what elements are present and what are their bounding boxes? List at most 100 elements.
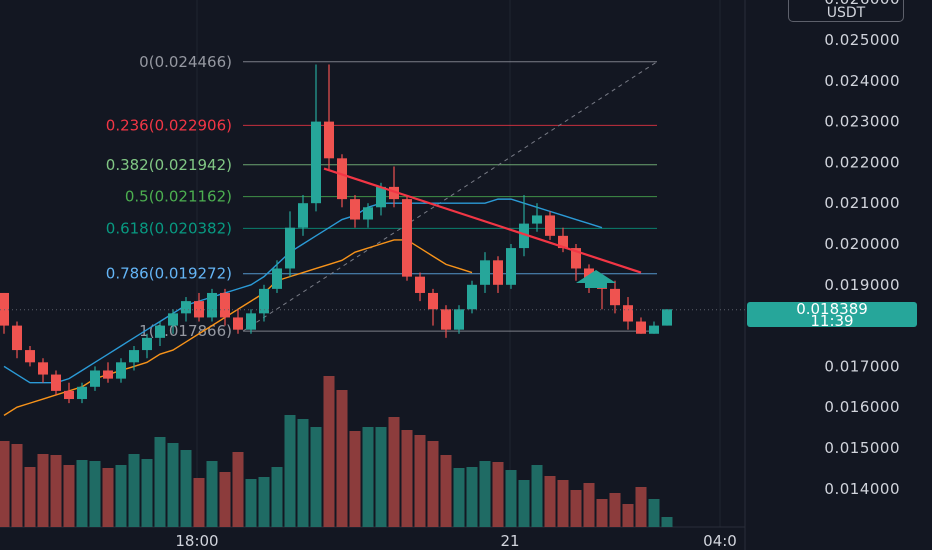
candle-body [233,317,243,330]
volume-bar [362,427,374,527]
volume-bar [336,390,348,527]
candle-body [285,227,295,269]
candle-body [350,199,360,220]
candle-body [272,268,282,289]
candle-body [155,325,165,338]
volume-bar [388,417,400,527]
candle-body [545,215,555,236]
candle-body [181,301,191,314]
fib-level-label: 1(0.017866) [139,322,232,340]
volume-bar [505,470,517,527]
candle-body [389,186,399,200]
candle-body [38,362,48,375]
volume-bars [0,376,673,527]
quote-unit-label: USDT [826,5,866,21]
price-tick-label: 0.021000 [824,194,900,212]
volume-bar [271,467,283,527]
fib-level-label: 0.236(0.022906) [106,116,232,134]
volume-bar [128,454,140,527]
ema-fast-line [3,198,603,384]
candle-body [259,288,269,314]
volume-bar [453,468,465,527]
price-tick-label: 0.016000 [824,398,900,416]
price-candles [0,64,672,404]
price-tick-label: 0.015000 [824,439,900,457]
volume-bar [258,477,270,527]
volume-bar [297,419,309,527]
volume-bar [219,472,231,527]
candle-body [116,362,126,379]
time-tick-label: 21 [500,532,519,550]
fibonacci-retracement[interactable]: 0(0.024466) 0.236(0.022906) 0.382(0.021942… [106,53,658,340]
fib-level-label: 0.786(0.019272) [106,265,232,283]
volume-bar [596,499,608,527]
volume-bar [63,465,75,527]
candle-body [649,325,659,334]
fib-level-label: 0(0.024466) [139,53,232,71]
candle-body [467,284,477,310]
volume-bar [440,455,452,527]
volume-bar [115,465,127,527]
last-price-badge: 0.018389 11:39 [747,300,917,330]
price-tick-label: 0.022000 [824,153,900,171]
volume-bar [492,462,504,527]
candle-body [506,248,516,285]
candle-body [610,288,620,306]
volume-bar [284,415,296,527]
up-arrow-icon [576,270,616,288]
volume-bar [167,443,179,527]
candle-body [194,301,204,318]
volume-bar [245,479,257,527]
volume-bar [193,478,205,527]
volume-bar [141,459,153,527]
volume-bar [557,480,569,527]
volume-bar [232,452,244,527]
fib-level-label: 0.618(0.020382) [106,219,232,237]
volume-bar [323,376,335,527]
price-tick-label: 0.020000 [824,235,900,253]
candle-body [103,370,113,379]
candle-body [246,313,256,330]
candle-body [493,260,503,285]
volume-bar [206,461,218,527]
quote-unit-badge[interactable]: USDT [788,0,904,22]
volume-bar [414,435,426,527]
volume-bar [310,427,322,527]
candle-body [402,199,412,277]
candle-body [363,207,373,220]
price-tick-label: 0.025000 [824,31,900,49]
price-tick-label: 0.024000 [824,72,900,90]
drawing-tools[interactable] [0,167,745,311]
candle-body [376,186,386,208]
candle-body [428,292,438,310]
volume-bar [180,450,192,527]
volume-bar [661,517,673,527]
volume-bar [518,480,530,527]
last-price-label: 0.018389 [796,300,868,318]
candle-body [168,313,178,326]
volume-bar [11,444,23,527]
volume-bar [102,468,114,527]
volume-bar [583,483,595,527]
candle-body [324,121,334,159]
fib-level-label: 0.382(0.021942) [106,156,232,174]
fib-level-label: 0.5(0.021162) [125,188,232,206]
volume-bar [622,504,634,527]
bar-countdown-label: 11:39 [810,312,854,330]
price-tick-label: 0.026000 [824,0,900,8]
candle-body [519,223,529,249]
candle-body [571,248,581,269]
candle-body [311,121,321,204]
volume-bar [544,476,556,527]
volume-bar [401,430,413,527]
candle-body [532,215,542,224]
volume-bar [466,467,478,527]
candle-body [142,337,152,351]
candle-body [129,350,139,363]
volume-bar [531,465,543,527]
candle-body [415,276,425,293]
candle-body [298,203,308,228]
candle-body [441,309,451,330]
candle-body [51,374,61,391]
